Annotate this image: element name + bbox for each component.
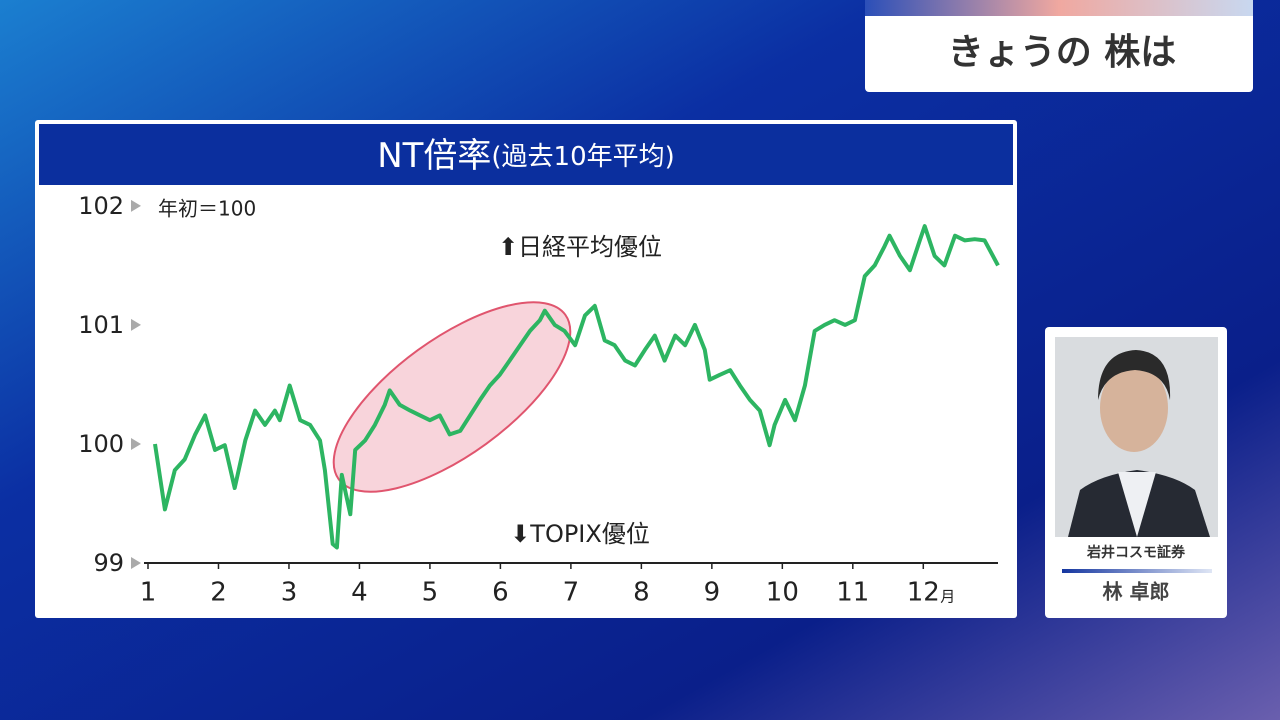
y-tick-label: 99 — [93, 549, 124, 577]
data-line — [153, 224, 1000, 550]
x-tick-label: 1 — [140, 578, 157, 608]
lower-note: ⬇TOPIX優位 — [510, 520, 650, 548]
header-title: きょうの 株は — [948, 32, 1177, 73]
y-tick-mark — [131, 557, 141, 569]
x-tick-label: 8 — [633, 578, 650, 608]
photo-hair — [1098, 350, 1171, 400]
chart-title-main: NT倍率 — [377, 136, 491, 176]
title-box — [865, 0, 1253, 92]
highlight-ellipse — [332, 301, 572, 493]
photo-shirt — [1118, 472, 1156, 537]
x-tick-label: 11 — [836, 578, 869, 608]
y-tick-mark — [131, 437, 141, 450]
x-tick-label: 10 — [766, 578, 799, 608]
chart-header — [39, 124, 1013, 185]
x-tick-label: 9 — [704, 578, 721, 608]
x-tick-label: 7 — [563, 578, 580, 608]
x-tick-label: 2 — [210, 578, 227, 608]
y-tick-label: 102 — [78, 192, 124, 220]
y-tick-label: 101 — [78, 311, 124, 339]
x-tick-label: 4 — [351, 578, 368, 608]
x-tick-label: 5 — [422, 578, 439, 608]
guest-company: 岩井コスモ証券 — [1086, 544, 1186, 561]
x-tick-label: 3 — [281, 578, 298, 608]
chart-title: NT倍率(過去10年平均) — [377, 136, 675, 176]
y-tick-mark — [131, 318, 141, 331]
x-tick-label: 6 — [492, 578, 509, 608]
upper-note: ⬆日経平均優位 — [498, 233, 662, 261]
guest-name: 林 卓郎 — [1103, 580, 1170, 604]
guest-bar — [1062, 569, 1212, 573]
photo-face — [1100, 364, 1168, 452]
base-note: 年初＝100 — [158, 197, 256, 221]
chart-subtitle: (過去10年平均) — [491, 142, 674, 172]
y-tick-label: 100 — [78, 430, 124, 458]
x-unit: 月 — [940, 588, 955, 606]
x-tick-label: 12 — [907, 578, 940, 608]
title-strip — [865, 0, 1253, 16]
y-tick-mark — [131, 199, 141, 212]
